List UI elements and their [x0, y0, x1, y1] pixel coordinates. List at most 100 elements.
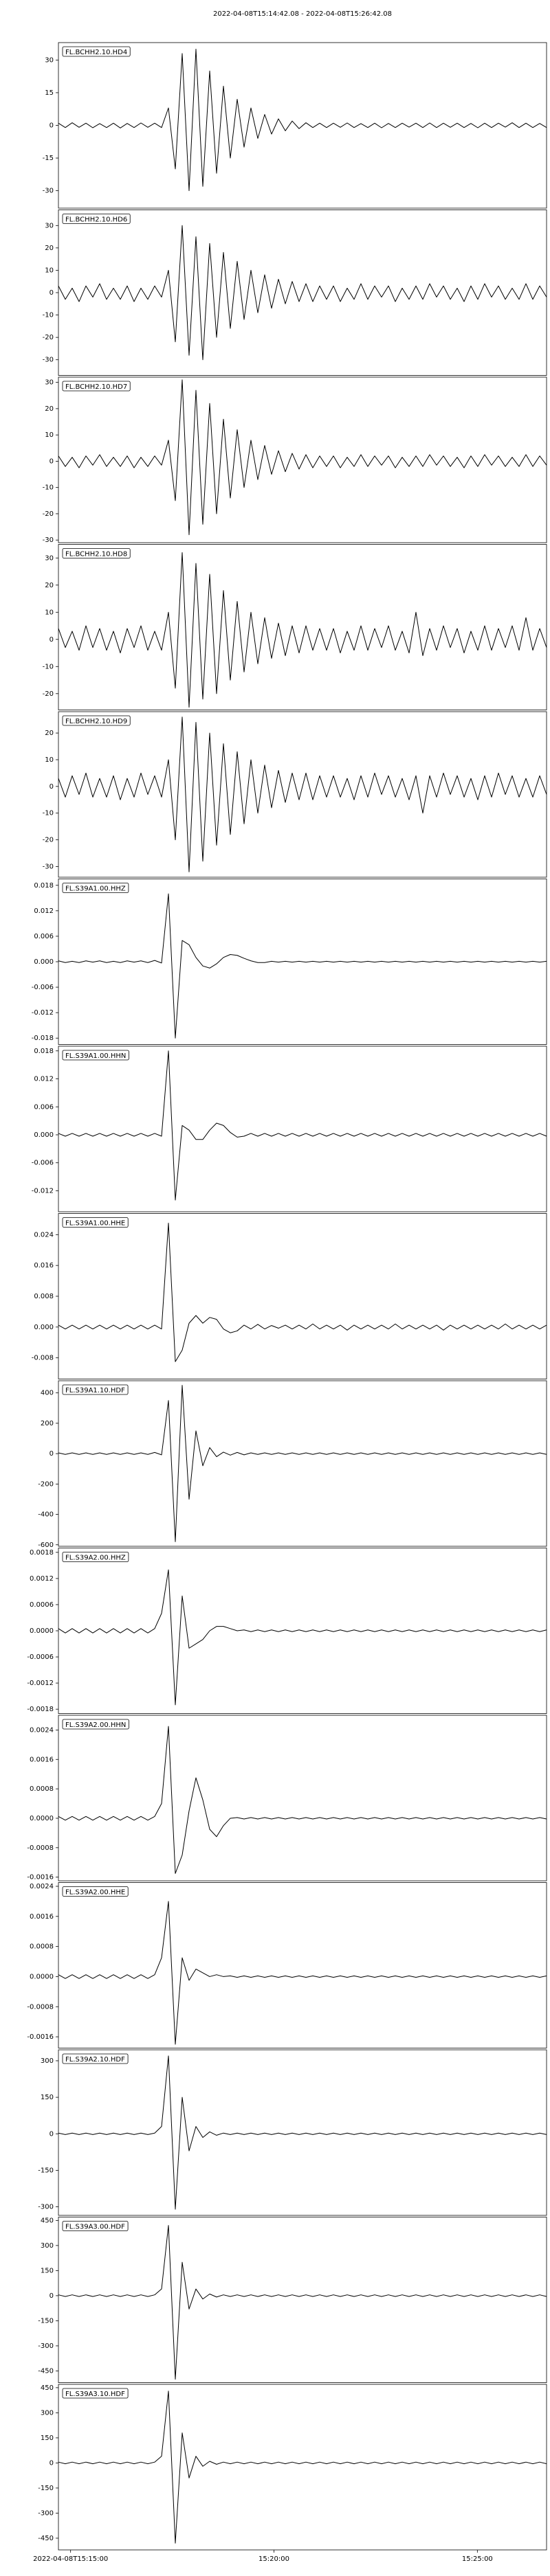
y-tick-label: 15 [45, 89, 54, 97]
trace-label-box [62, 2388, 129, 2399]
trace [58, 1050, 547, 1201]
y-tick-label: 0.000 [34, 958, 54, 966]
y-tick-label: -0.012 [32, 1187, 54, 1195]
axes-frame [58, 2049, 547, 2216]
axes-frame [58, 2384, 547, 2551]
x-tick-label: 2022-04-08T15:15:00 [33, 2555, 108, 2563]
trace-label: FL.S39A1.00.HHZ [65, 885, 126, 893]
y-tick-label: 0.0008 [30, 1943, 54, 1951]
y-tick-label: -300 [38, 2342, 54, 2350]
y-tick-label: 20 [45, 582, 54, 589]
trace-label: FL.BCHH2.10.HD8 [65, 551, 127, 558]
y-tick-label: -0.0008 [27, 2003, 54, 2011]
trace-label: FL.BCHH2.10.HD7 [65, 383, 127, 391]
y-tick-label: 0 [50, 636, 54, 644]
y-tick-label: 0.018 [34, 882, 54, 890]
y-tick-label: -0.006 [32, 984, 54, 991]
y-tick-label: 20 [45, 730, 54, 737]
y-tick-label: 20 [45, 405, 54, 413]
y-tick-label: 30 [45, 379, 54, 387]
y-tick-label: -30 [43, 536, 54, 544]
y-tick-label: -150 [38, 2317, 54, 2325]
axes-frame [58, 879, 547, 1045]
y-tick-label: 0 [50, 783, 54, 791]
axes-frame [58, 711, 547, 878]
trace-label: FL.BCHH2.10.HD4 [65, 49, 127, 56]
y-tick-label: 0 [50, 122, 54, 130]
y-tick-label: -0.006 [32, 1160, 54, 1167]
trace-label: FL.BCHH2.10.HD9 [65, 718, 127, 725]
y-tick-label: 0 [50, 457, 54, 465]
y-tick-label: -0.0018 [27, 1706, 54, 1713]
axes-frame [58, 1213, 547, 1379]
trace [58, 2391, 547, 2544]
trace [58, 49, 547, 192]
y-tick-label: -20 [43, 690, 54, 698]
trace-label-box [62, 1719, 129, 1730]
trace-label: FL.BCHH2.10.HD6 [65, 216, 127, 224]
y-tick-label: 0.0006 [30, 1601, 54, 1609]
trace-label: FL.S39A2.00.HHZ [65, 1555, 126, 1562]
y-tick-label: -10 [43, 484, 54, 492]
trace-label-box [62, 1050, 129, 1061]
y-tick-label: 0.0000 [30, 1815, 54, 1822]
trace [58, 893, 547, 1039]
x-tick-label: 15:20:00 [258, 2555, 289, 2563]
trace [58, 225, 547, 361]
trace [58, 379, 547, 536]
y-tick-label: -200 [38, 1480, 54, 1488]
trace-label-box [62, 548, 131, 558]
y-tick-label: 0 [50, 1450, 54, 1458]
axes-frame [58, 376, 547, 543]
trace-label-box [62, 2221, 129, 2231]
y-tick-label: 0.012 [34, 907, 54, 915]
trace-label-box [62, 214, 131, 224]
y-tick-label: 300 [41, 2057, 54, 2065]
y-tick-label: 0 [50, 289, 54, 297]
axes-frame [58, 210, 547, 376]
y-tick-label: -150 [38, 2167, 54, 2174]
trace-label: FL.S39A3.10.HDF [65, 2391, 125, 2398]
axes-frame [58, 544, 547, 710]
y-tick-label: 0 [50, 2292, 54, 2300]
y-tick-label: -0.008 [32, 1355, 54, 1362]
y-tick-label: 0.006 [34, 1103, 54, 1111]
y-tick-label: -0.0016 [27, 1874, 54, 1882]
y-tick-label: 450 [41, 2217, 54, 2224]
y-tick-label: 0 [50, 2459, 54, 2467]
y-tick-label: 30 [45, 222, 54, 229]
y-tick-label: -0.012 [32, 1009, 54, 1017]
y-tick-label: -20 [43, 510, 54, 518]
trace [58, 1223, 547, 1362]
figure-title: 2022-04-08T15:14:42.08 - 2022-04-08T15:2… [213, 10, 392, 18]
y-tick-label: 0.0016 [30, 1913, 54, 1921]
axes-frame [58, 42, 547, 209]
y-tick-label: 0.0024 [30, 1726, 54, 1734]
y-tick-label: 0.008 [34, 1293, 54, 1300]
trace [58, 1385, 547, 1542]
y-tick-label: 0.0000 [30, 1627, 54, 1635]
y-tick-label: -0.0016 [27, 2033, 54, 2041]
y-tick-label: 0.006 [34, 933, 54, 940]
y-tick-label: 20 [45, 245, 54, 252]
trace-label: FL.S39A2.00.HHN [65, 1721, 126, 1729]
trace [58, 1569, 547, 1706]
axes-frame [58, 2217, 547, 2383]
axes-frame [58, 1548, 547, 1714]
y-tick-label: 0.016 [34, 1262, 54, 1269]
y-tick-label: -10 [43, 663, 54, 670]
y-tick-label: -0.0008 [27, 1844, 54, 1852]
y-tick-label: -30 [43, 357, 54, 364]
y-tick-label: -20 [43, 837, 54, 844]
trace-label-box [62, 1886, 129, 1897]
y-tick-label: 300 [41, 2409, 54, 2417]
y-tick-label: 0.024 [34, 1231, 54, 1239]
trace-label-box [62, 715, 131, 726]
y-tick-label: 10 [45, 609, 54, 616]
trace [58, 2055, 547, 2210]
y-tick-label: 200 [41, 1420, 54, 1427]
trace-label-box [62, 1552, 129, 1562]
trace-label-box [62, 46, 131, 57]
